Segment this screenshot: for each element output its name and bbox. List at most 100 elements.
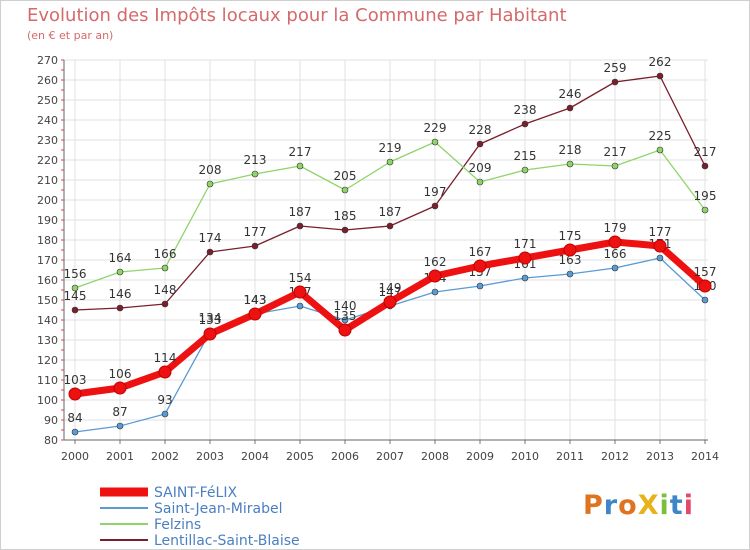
x-tick-label: 2011: [556, 450, 584, 463]
legend-label: SAINT-FéLIX: [154, 485, 237, 501]
data-point: [608, 235, 622, 249]
data-label: 217: [289, 145, 312, 159]
data-label: 174: [199, 231, 222, 245]
data-point: [206, 180, 214, 188]
data-point: [476, 282, 484, 290]
data-point: [248, 307, 262, 321]
data-label: 213: [244, 153, 267, 167]
x-tick-label: 2003: [196, 450, 224, 463]
data-point: [251, 170, 259, 178]
data-label: 175: [559, 229, 582, 243]
x-tick-label: 2006: [331, 450, 359, 463]
y-tick-label: 190: [37, 214, 58, 227]
data-point: [293, 285, 307, 299]
data-label: 197: [424, 185, 447, 199]
plot-area: [64, 60, 708, 440]
data-label: 177: [649, 225, 672, 239]
y-tick-label: 130: [37, 334, 58, 347]
data-label: 259: [604, 61, 627, 75]
x-tick-label: 2001: [106, 450, 134, 463]
y-tick-label: 110: [37, 374, 58, 387]
data-label: 134: [199, 311, 222, 325]
logo-letter: r: [603, 490, 619, 521]
data-label: 157: [694, 265, 717, 279]
data-point: [428, 269, 442, 283]
data-label: 143: [244, 293, 267, 307]
data-label: 246: [559, 87, 582, 101]
data-point: [113, 381, 127, 395]
y-tick-label: 240: [37, 114, 58, 127]
data-point: [341, 226, 349, 234]
series-lentillac-saint-blaise: 145 146 148 174 177 187 185 187 197 228 238 246 259 2…: [64, 55, 716, 314]
logo-letter: i: [659, 490, 670, 521]
data-point: [338, 323, 352, 337]
data-label: 163: [559, 253, 582, 267]
data-label: 84: [67, 411, 82, 425]
data-point: [656, 72, 664, 80]
data-point: [431, 138, 439, 146]
data-label: 187: [289, 205, 312, 219]
data-point: [431, 288, 439, 296]
data-label: 103: [64, 373, 87, 387]
data-point: [611, 78, 619, 86]
logo-letter: o: [618, 490, 638, 521]
data-point: [71, 306, 79, 314]
data-label: 133: [199, 313, 222, 327]
data-label: 218: [559, 143, 582, 157]
data-point: [296, 162, 304, 170]
y-tick-label: 170: [37, 254, 58, 267]
x-tick-label: 2008: [421, 450, 449, 463]
data-point: [701, 206, 709, 214]
x-tick-label: 2000: [61, 450, 89, 463]
data-label: 87: [112, 405, 127, 419]
data-label: 225: [649, 129, 672, 143]
data-point: [383, 295, 397, 309]
data-label: 195: [694, 189, 717, 203]
data-label: 149: [379, 281, 402, 295]
x-tick-label: 2009: [466, 450, 494, 463]
data-label: 164: [109, 251, 132, 265]
y-tick-label: 220: [37, 154, 58, 167]
chart-title: Evolution des Impôts locaux pour la Comm…: [27, 5, 567, 26]
x-tick-label: 2014: [691, 450, 719, 463]
data-point: [116, 304, 124, 312]
data-point: [158, 365, 172, 379]
x-tick-label: 2005: [286, 450, 314, 463]
data-label: 114: [154, 351, 177, 365]
series-saint-f-lix: 103 106 114 133 143 154 135 149 162 167 171 175 179 1…: [64, 221, 717, 401]
data-point: [701, 296, 709, 304]
data-point: [656, 146, 664, 154]
data-label: 145: [64, 289, 87, 303]
data-point: [521, 274, 529, 282]
data-label: 156: [64, 267, 87, 281]
data-point: [698, 279, 712, 293]
y-tick-label: 140: [37, 314, 58, 327]
data-label: 146: [109, 287, 132, 301]
data-point: [68, 387, 82, 401]
data-point: [656, 254, 664, 262]
data-point: [611, 162, 619, 170]
data-point: [161, 410, 169, 418]
data-label: 166: [154, 247, 177, 261]
data-label: 217: [604, 145, 627, 159]
data-label: 208: [199, 163, 222, 177]
data-label: 154: [289, 271, 312, 285]
data-label: 171: [514, 237, 537, 251]
data-point: [386, 158, 394, 166]
data-point: [611, 264, 619, 272]
y-tick-label: 90: [44, 414, 58, 427]
data-label: 143: [244, 293, 267, 307]
data-point: [431, 202, 439, 210]
data-point: [701, 162, 709, 170]
data-point: [296, 222, 304, 230]
data-label: 106: [109, 367, 132, 381]
y-tick-label: 100: [37, 394, 58, 407]
data-point: [71, 428, 79, 436]
logo-letter: i: [683, 490, 694, 521]
data-point: [653, 239, 667, 253]
data-label: 140: [334, 299, 357, 313]
data-label: 135: [334, 309, 357, 323]
data-label: 215: [514, 149, 537, 163]
data-point: [71, 284, 79, 292]
y-tick-label: 150: [37, 294, 58, 307]
